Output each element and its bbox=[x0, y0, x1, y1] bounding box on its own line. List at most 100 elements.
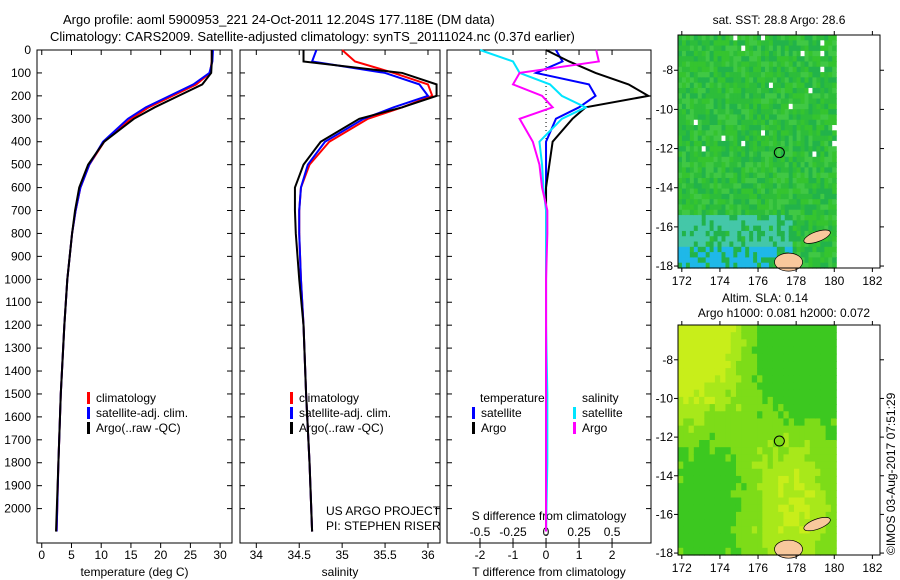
sst-map-cell bbox=[705, 109, 711, 116]
sla-map-cell bbox=[767, 483, 774, 491]
sla-map-cell bbox=[772, 461, 779, 470]
sst-map-cell bbox=[709, 167, 715, 174]
sla-map-cell bbox=[809, 332, 816, 340]
sla-map-cell bbox=[815, 332, 821, 340]
sst-map-cell bbox=[681, 246, 687, 253]
sst-map-cell bbox=[701, 140, 707, 147]
sst-map-cell bbox=[705, 241, 711, 248]
sst-map-cell bbox=[729, 135, 734, 142]
sst-map-cell bbox=[820, 177, 825, 184]
sst-map-cell bbox=[681, 146, 687, 153]
map-ytick-label: -18 bbox=[656, 259, 674, 273]
sla-map-cell bbox=[720, 325, 727, 333]
sla-map-cell bbox=[820, 526, 827, 535]
sst-map-cell bbox=[733, 241, 738, 248]
sla-map-cell bbox=[778, 504, 785, 513]
sst-map-cell bbox=[693, 93, 699, 100]
sla-map-cell bbox=[720, 346, 727, 355]
sst-map-cell bbox=[733, 146, 738, 153]
sla-map-cell bbox=[799, 511, 806, 520]
sst-map-cell bbox=[832, 140, 837, 147]
sst-map-cell bbox=[816, 140, 821, 147]
sla-map-cell bbox=[757, 533, 763, 542]
sla-map-cell bbox=[788, 432, 795, 441]
legend-swatch bbox=[472, 422, 475, 434]
sst-map-cell bbox=[681, 56, 687, 63]
sst-map-cell bbox=[824, 183, 829, 190]
sla-map-cell bbox=[762, 418, 769, 427]
sst-map-cell bbox=[717, 93, 723, 100]
sst-map-cell bbox=[764, 172, 770, 179]
sst-map-cell bbox=[792, 119, 798, 126]
sst-map-cell bbox=[693, 199, 699, 206]
sla-map-cell bbox=[735, 504, 742, 513]
sst-map-cell bbox=[717, 167, 723, 174]
sst-map-cell bbox=[681, 61, 687, 68]
sla-map-cell bbox=[735, 454, 742, 463]
sst-map-cell bbox=[768, 109, 774, 116]
sst-map-cell bbox=[681, 82, 687, 89]
sst-map-cell bbox=[737, 66, 742, 73]
sst-map-cell bbox=[780, 220, 786, 227]
sla-map-cell bbox=[767, 432, 774, 441]
sst-map-cell bbox=[768, 257, 774, 264]
sla-map-cell bbox=[699, 389, 705, 398]
sla-map-cell bbox=[688, 440, 695, 448]
sst-map-cell bbox=[753, 77, 758, 84]
sst-map-cell bbox=[780, 209, 786, 216]
sla-map-cell bbox=[788, 325, 795, 333]
sst-map-cell bbox=[757, 125, 762, 131]
sst-map-cell bbox=[717, 40, 723, 47]
sst-map-cell bbox=[721, 193, 727, 200]
sst-map-cell bbox=[772, 230, 778, 237]
sst-map-cell bbox=[713, 215, 719, 221]
sla-map-cell bbox=[741, 339, 748, 348]
sla-map-cell bbox=[714, 533, 721, 542]
sla-map-cell bbox=[730, 425, 737, 434]
sla-map-cell bbox=[735, 418, 742, 427]
sst-map-cell bbox=[824, 257, 829, 264]
sst-map-cell bbox=[832, 215, 837, 221]
sst-map-cell bbox=[804, 114, 810, 121]
sst-map-cell bbox=[741, 188, 746, 195]
sst-map-cell bbox=[713, 66, 719, 73]
sla-map-cell bbox=[746, 360, 753, 369]
legend-label: satellite-adj. clim. bbox=[96, 406, 188, 420]
sst-map-cell bbox=[768, 125, 774, 131]
sst-map-cell bbox=[828, 114, 833, 121]
sst-map-cell bbox=[753, 103, 758, 110]
sst-map-cell bbox=[788, 140, 794, 147]
sla-map-cell bbox=[683, 440, 690, 448]
sst-map-cell bbox=[717, 220, 723, 227]
depth-tick-label: 1900 bbox=[4, 479, 31, 493]
sla-map-cell bbox=[730, 461, 737, 470]
sla-map-cell bbox=[688, 447, 695, 455]
s-xtick-label: -0.25 bbox=[499, 525, 527, 539]
temperature-xtick-label: 30 bbox=[213, 548, 227, 562]
sst-map-cell bbox=[737, 140, 742, 147]
sst-map-cell bbox=[820, 151, 825, 158]
sst-map-cell bbox=[792, 209, 798, 216]
sst-map-cell bbox=[828, 109, 833, 116]
sst-map-cell bbox=[678, 146, 683, 153]
sst-map-cell bbox=[689, 220, 695, 227]
sst-map-cell bbox=[812, 125, 817, 131]
sla-map-cell bbox=[788, 425, 795, 434]
sla-map-cell bbox=[693, 440, 700, 448]
sst-map-cell bbox=[705, 77, 711, 84]
sst-map-cell bbox=[678, 252, 683, 259]
sst-map-cell bbox=[828, 252, 833, 259]
sla-map-cell bbox=[830, 490, 837, 499]
sst-map-cell bbox=[737, 199, 742, 206]
sst-map-cell bbox=[693, 114, 699, 121]
sst-map-cell bbox=[725, 151, 731, 158]
sla-map-cell bbox=[678, 540, 684, 549]
sst-map-cell bbox=[808, 262, 814, 269]
sst-map-cell bbox=[772, 40, 778, 47]
sst-map-cell bbox=[796, 50, 802, 57]
sst-map-cell bbox=[828, 77, 833, 84]
sst-map-cell bbox=[824, 45, 829, 52]
sst-map-cell bbox=[685, 135, 691, 142]
sst-map-cell bbox=[717, 230, 723, 237]
sla-map-cell bbox=[730, 346, 737, 355]
